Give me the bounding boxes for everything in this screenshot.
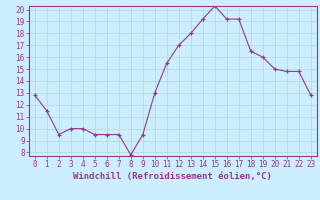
X-axis label: Windchill (Refroidissement éolien,°C): Windchill (Refroidissement éolien,°C) (73, 172, 272, 181)
